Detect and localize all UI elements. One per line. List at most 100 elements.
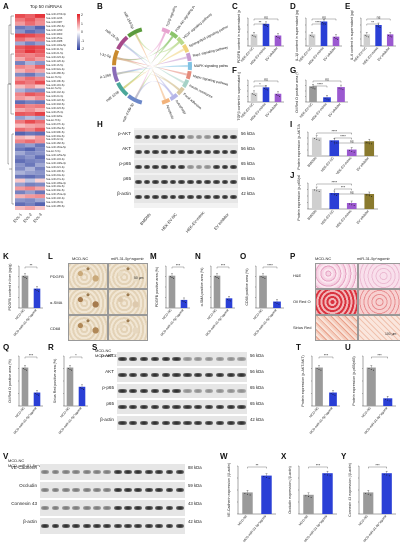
blot-protein-label: p-p65 <box>102 385 114 390</box>
blot-protein-label: p65 <box>123 176 131 181</box>
data-point <box>263 87 265 89</box>
blot-band <box>93 470 101 474</box>
blot-band <box>215 389 225 393</box>
heatmap-cell <box>35 84 45 89</box>
data-point <box>367 36 369 38</box>
data-point <box>353 151 355 153</box>
y-axis-label: Protein expression (p-AKT/AKT) <box>297 124 301 170</box>
bar-chart-g: Oil Red O positive area (%) HEK-EV-NCHEK-… <box>295 72 348 122</box>
heatmap-cell <box>35 64 45 69</box>
sig-label: **** <box>331 129 337 133</box>
panel-label-v: V <box>3 452 9 461</box>
heatmap-gene-label: hsa-miR-27b-3p <box>46 122 65 126</box>
blot-band <box>155 506 164 510</box>
sig-bracket <box>312 85 328 88</box>
data-point <box>338 87 340 89</box>
ihc-col-label: miR-31-5p^agomir <box>111 256 144 261</box>
blot-band <box>135 194 142 199</box>
data-point <box>326 98 328 100</box>
data-point <box>279 95 281 97</box>
blot-band <box>135 179 142 184</box>
heatmap-gene-label: hsa-miR-143-3p <box>46 158 65 162</box>
blot-strip <box>134 175 238 188</box>
heatmap <box>15 14 45 210</box>
blot-band <box>134 524 143 528</box>
blot-band <box>183 389 192 393</box>
heatmap-cell <box>15 96 25 101</box>
heatmap-cell <box>35 135 45 140</box>
blot-band <box>213 194 220 199</box>
data-point <box>218 277 220 279</box>
heatmap-cell <box>25 143 35 148</box>
blot-band <box>118 373 127 377</box>
sig-bracket <box>69 356 83 359</box>
heatmap-cell <box>25 190 35 195</box>
bar <box>259 275 267 308</box>
sig-bracket <box>253 80 279 83</box>
heatmap-cell <box>15 123 25 128</box>
data-point <box>316 138 318 140</box>
bar-chart-u: Protein expression (p-p65/p65)MCD-NCMCD-… <box>352 353 396 435</box>
bar <box>366 367 376 406</box>
chord-pathway-label: Rap1 signaling pathway <box>192 45 228 58</box>
blot-band <box>178 164 185 169</box>
data-point <box>267 25 269 27</box>
data-point <box>185 302 187 303</box>
chord-link <box>116 64 188 75</box>
sig-bracket <box>334 137 352 140</box>
blot-protein-label: β-actin <box>117 191 131 196</box>
heatmap-cell <box>25 53 35 58</box>
heatmap-cell <box>35 29 45 34</box>
data-point <box>371 143 373 145</box>
heatmap-cell <box>25 119 35 124</box>
heatmap-gene-label: hsa-miR-221-3p <box>46 165 65 169</box>
ihc-row-label: α-SMA <box>50 300 63 305</box>
heatmap-cell <box>35 104 45 109</box>
heatmap-gene-label: hsa-miR-126-3p <box>46 60 65 64</box>
data-point <box>67 368 69 369</box>
bar <box>78 386 86 406</box>
blot-band <box>124 506 132 510</box>
heatmap-cell <box>15 151 25 156</box>
data-point <box>314 88 316 90</box>
heatmap-cell <box>35 198 45 203</box>
heatmap-cell <box>25 127 35 132</box>
sig-bracket <box>334 188 352 191</box>
heatmap-cell <box>15 68 25 73</box>
heatmap-dendrogram <box>7 15 14 205</box>
blot-band <box>187 164 194 169</box>
heatmap-cell <box>15 108 25 113</box>
blot-band <box>72 506 81 510</box>
blot-band <box>41 506 50 510</box>
bar-chart-f: TGFβ content in supernatant (pg/mL)HEK-E… <box>237 72 284 122</box>
heatmap-cell <box>35 131 45 136</box>
heatmap-gene-label: hsa-miR-151a-3p <box>46 193 67 197</box>
data-point <box>169 276 171 278</box>
chord-pathway-label: Insulin resistance <box>188 84 213 100</box>
stain-row-label: Sirius Red <box>293 325 312 330</box>
blot-band <box>143 134 151 139</box>
heatmap-gene-label: hsa-miR-10b-5p <box>46 79 65 83</box>
heatmap-cell <box>15 33 25 38</box>
sig-label: ns <box>322 15 326 19</box>
blot-band <box>161 149 168 154</box>
heatmap-cell <box>15 25 25 30</box>
blot-band <box>113 524 122 528</box>
sig-label: * <box>259 82 261 86</box>
heatmap-cell <box>15 115 25 120</box>
heatmap-cell <box>35 119 45 124</box>
heatmap-cell <box>15 45 25 50</box>
blot-band <box>195 179 203 184</box>
ihc-image <box>108 315 148 341</box>
blot-strip <box>117 400 247 414</box>
ihc-image <box>68 315 108 341</box>
bar <box>329 392 337 406</box>
heatmap-gene-label: hsa-miR-3960 <box>46 32 63 36</box>
heatmap-cell <box>15 41 25 46</box>
blot-band <box>195 149 203 154</box>
heatmap-gene-label: hsa-miR-320a <box>46 114 63 118</box>
heatmap-gene-label: hsa-miR-31-5p <box>46 48 64 52</box>
blot-band <box>165 488 174 492</box>
heatmap-cell <box>15 186 25 191</box>
bar <box>242 492 253 514</box>
